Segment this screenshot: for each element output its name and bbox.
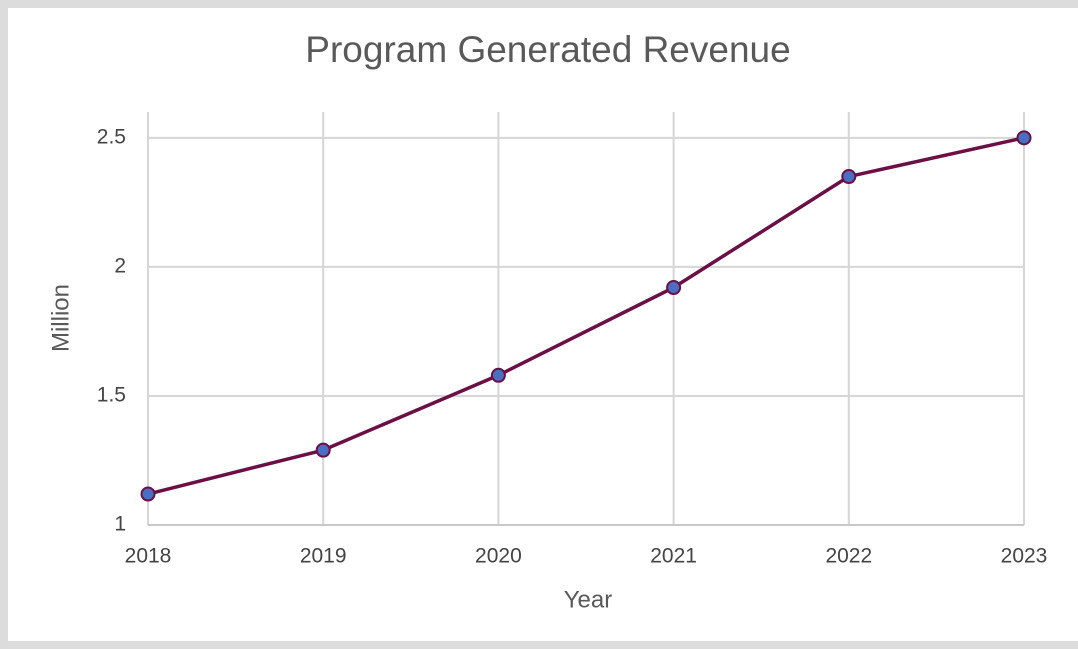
chart-background xyxy=(8,8,1078,641)
y-tick-label: 1.5 xyxy=(97,383,126,406)
y-axis-label: Million xyxy=(47,284,74,352)
y-tick-label: 1 xyxy=(114,513,126,536)
data-point xyxy=(666,280,682,296)
data-point xyxy=(490,367,506,383)
x-tick-label: 2018 xyxy=(125,545,172,568)
chart-title: Program Generated Revenue xyxy=(305,29,790,70)
x-tick-label: 2022 xyxy=(825,545,872,568)
y-tick-label: 2 xyxy=(114,254,126,277)
data-point xyxy=(1016,130,1032,146)
x-tick-label: 2021 xyxy=(650,545,697,568)
data-point xyxy=(841,169,857,185)
data-point xyxy=(140,486,156,502)
x-tick-label: 2023 xyxy=(1001,545,1048,568)
x-axis-label: Year xyxy=(564,586,613,613)
y-tick-label: 2.5 xyxy=(97,125,126,148)
x-tick-label: 2020 xyxy=(475,545,522,568)
data-point xyxy=(315,442,331,458)
x-tick-label: 2019 xyxy=(300,545,347,568)
line-series xyxy=(147,136,1025,496)
